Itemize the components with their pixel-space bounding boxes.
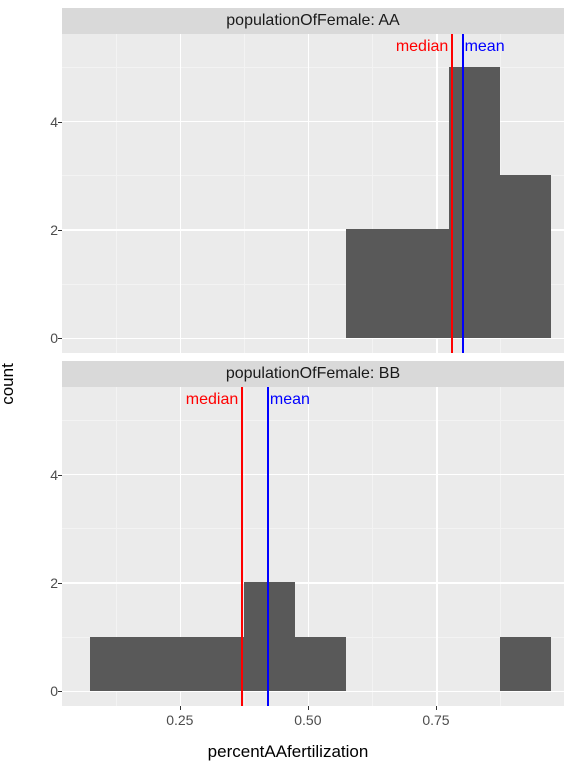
line-annotation: median	[396, 38, 448, 56]
facet-panel: populationOfFemale: AA median mean	[62, 8, 564, 353]
strip-label: populationOfFemale: BB	[62, 361, 564, 387]
line-annotation: mean	[270, 391, 310, 409]
y-tick-label: 2	[50, 222, 58, 238]
y-tick-label: 0	[50, 683, 58, 699]
y-tick-label: 4	[50, 114, 58, 130]
y-tick-label: 2	[50, 575, 58, 591]
y-axis-title: count	[0, 363, 18, 405]
facet-panel: populationOfFemale: BB median mean	[62, 361, 564, 706]
plot-area: median mean	[62, 387, 564, 706]
histogram-bar	[500, 637, 551, 691]
x-axis-ticks: 0.25 0.50 0.75	[62, 710, 564, 732]
x-tick-label: 0.50	[294, 712, 321, 728]
x-tick-label: 0.25	[166, 712, 193, 728]
y-axis-ticks: 0 2 4 0 2 4	[34, 8, 58, 706]
histogram-bar	[500, 175, 551, 338]
y-tick-label: 4	[50, 467, 58, 483]
strip-label: populationOfFemale: AA	[62, 8, 564, 34]
histogram-bar	[295, 637, 346, 691]
histogram-bar	[193, 637, 244, 691]
reference-line	[451, 34, 453, 353]
x-tick-label: 0.75	[422, 712, 449, 728]
plot-area: median mean	[62, 34, 564, 353]
histogram-bar	[398, 229, 449, 338]
histogram-bar	[449, 67, 500, 338]
faceted-histogram-chart: count percentAAfertilization 0 2 4 0 2 4 popu…	[0, 0, 576, 768]
line-annotation: median	[186, 391, 238, 409]
x-axis-title: percentAAfertilization	[208, 742, 369, 762]
reference-line	[462, 34, 464, 353]
panels-area: populationOfFemale: AAmedianmeanpopulati…	[62, 8, 564, 706]
line-annotation: mean	[465, 38, 505, 56]
histogram-bar	[244, 582, 295, 691]
reference-line	[267, 387, 269, 706]
y-tick-label: 0	[50, 330, 58, 346]
histogram-bar	[346, 229, 397, 338]
histogram-bar	[141, 637, 192, 691]
reference-line	[241, 387, 243, 706]
histogram-bar	[90, 637, 141, 691]
